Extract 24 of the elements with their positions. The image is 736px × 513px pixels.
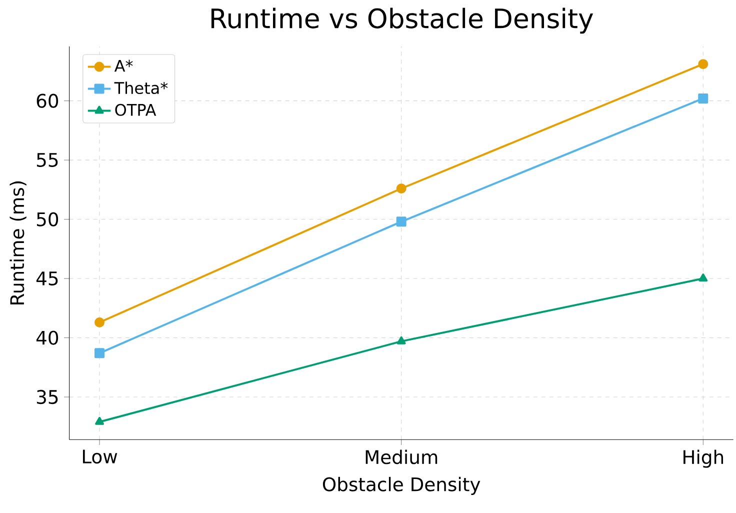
y-tick-label: 60 [36,94,58,108]
x-axis-title: Obstacle Density [322,476,480,495]
point [396,336,406,344]
y-tick-label: 55 [36,153,58,168]
x-tick-label: High [684,450,724,468]
point [698,274,708,282]
y-tick-label: 50 [36,212,58,226]
point [698,93,708,104]
legend-label: Theta* [114,82,168,94]
point [396,183,406,194]
point [95,416,104,425]
legend-label: OTPA [115,104,156,116]
point [396,216,406,227]
point [94,317,105,328]
y-tick-label: 45 [36,272,58,286]
chart-title: Runtime vs Obstacle Density [211,8,594,34]
x-tick-label: Medium [366,450,438,464]
point [698,59,708,70]
y-tick-label: 35 [36,390,58,404]
y-tick-label: 40 [36,330,58,345]
x-tick-label: Low [82,450,118,464]
legend-label: A* [114,60,133,72]
point [94,348,105,358]
y-axis-title: Runtime (ms) [10,181,26,304]
